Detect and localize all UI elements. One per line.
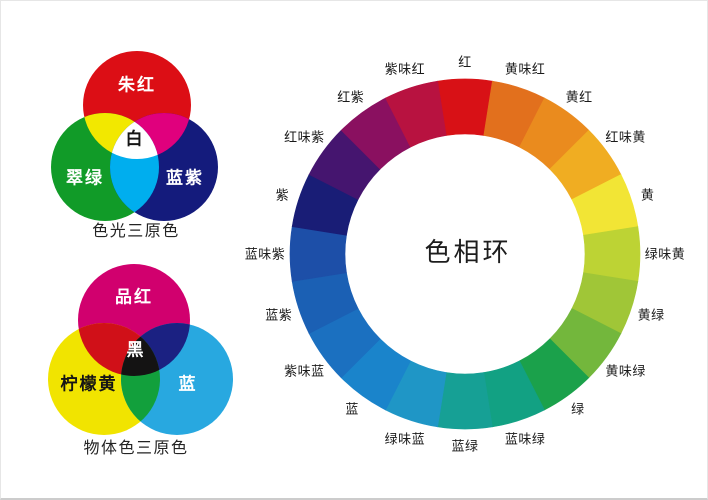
wheel-label-0: 红 <box>458 54 472 70</box>
rgb-center-white <box>110 113 159 159</box>
wheel-label-13: 紫味蓝 <box>284 363 325 379</box>
cmy-magenta-label: 品红 <box>115 287 153 307</box>
rgb-red-label: 朱红 <box>118 75 156 95</box>
wheel-label-6: 黄绿 <box>637 307 665 322</box>
cmy-center-label: 黑 <box>126 340 146 360</box>
rgb-venn-diagram <box>51 51 218 221</box>
rgb-venn-caption: 色光三原色 <box>92 223 180 240</box>
wheel-label-14: 蓝紫 <box>265 307 293 322</box>
wheel-segment-19 <box>385 80 447 148</box>
rgb-green-label: 翠绿 <box>66 168 104 188</box>
wheel-label-5: 绿味黄 <box>644 246 686 262</box>
hue-wheel <box>289 78 641 430</box>
wheel-label-16: 紫 <box>275 187 290 203</box>
wheel-label-15: 蓝味紫 <box>244 246 286 262</box>
rgb-blue-label: 蓝紫 <box>166 168 204 188</box>
wheel-label-12: 蓝 <box>345 401 359 417</box>
wheel-segment-0 <box>437 78 493 136</box>
wheel-label-3: 红味黄 <box>605 129 646 145</box>
wheel-label-8: 绿 <box>571 401 585 417</box>
wheel-segment-15 <box>289 226 347 282</box>
wheel-label-11: 绿味蓝 <box>384 431 426 447</box>
wheel-label-9: 蓝味绿 <box>504 431 546 447</box>
wheel-label-7: 黄味绿 <box>605 363 646 379</box>
wheel-segment-5 <box>583 226 641 282</box>
hue-wheel-title: 色相环 <box>424 237 512 267</box>
rgb-center-label: 白 <box>125 129 145 149</box>
wheel-segment-10 <box>437 372 493 430</box>
wheel-label-19: 紫味红 <box>384 61 426 77</box>
wheel-label-4: 黄 <box>640 187 655 203</box>
wheel-label-1: 黄味红 <box>504 61 546 77</box>
wheel-label-17: 红味紫 <box>284 129 325 145</box>
wheel-label-18: 红紫 <box>337 89 365 105</box>
wheel-label-10: 蓝绿 <box>451 438 479 454</box>
cmy-venn-caption: 物体色三原色 <box>83 440 189 457</box>
cmy-center-black <box>121 323 160 376</box>
cmy-venn-diagram <box>48 264 233 435</box>
cmy-cyan-label: 蓝 <box>178 374 198 394</box>
cmy-yellow-label: 柠檬黄 <box>60 374 118 394</box>
wheel-label-2: 黄红 <box>565 89 593 105</box>
